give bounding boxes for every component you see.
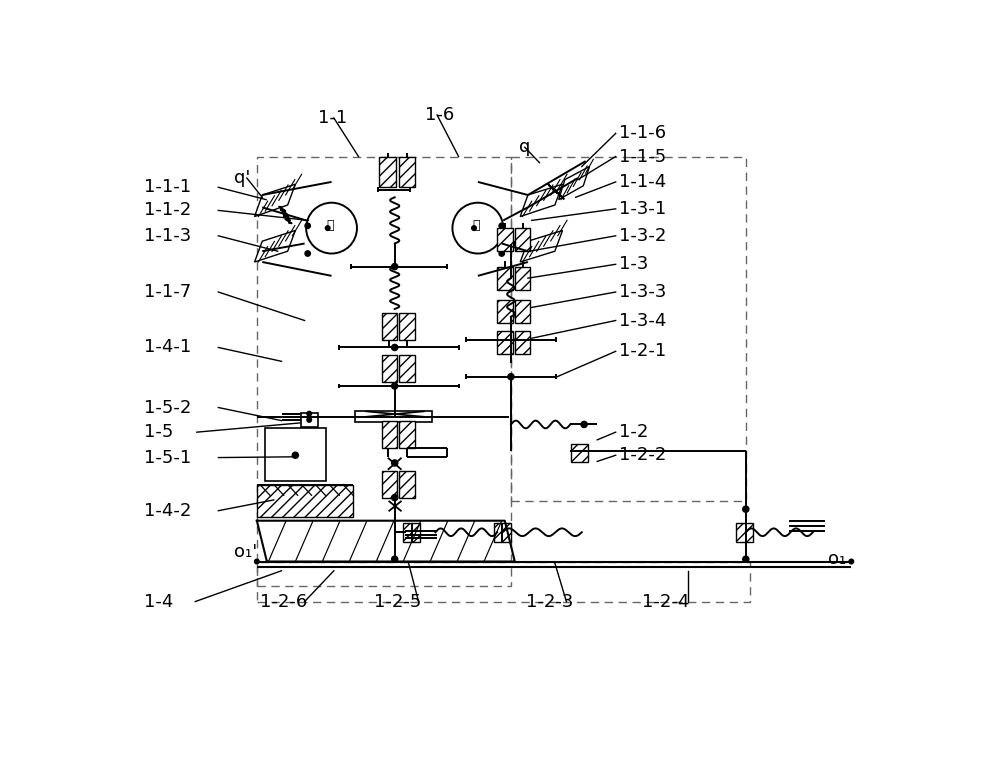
Text: 1-5: 1-5: [144, 423, 174, 441]
Text: 1-6: 1-6: [425, 106, 454, 124]
Circle shape: [307, 418, 312, 422]
Polygon shape: [520, 230, 563, 262]
Circle shape: [307, 412, 312, 416]
Text: 1-2-3: 1-2-3: [526, 593, 574, 611]
Text: 1-4: 1-4: [144, 593, 174, 611]
Polygon shape: [255, 230, 295, 262]
Circle shape: [508, 373, 514, 380]
Circle shape: [581, 448, 587, 454]
Text: 1-1-1: 1-1-1: [144, 178, 192, 196]
Bar: [497, 331, 512, 354]
Text: 1-4-1: 1-4-1: [144, 338, 192, 356]
Text: 1-2-4: 1-2-4: [642, 593, 689, 611]
Bar: [257, 562, 750, 601]
Text: 1-2-6: 1-2-6: [260, 593, 307, 611]
Text: 1-2: 1-2: [619, 423, 648, 441]
Bar: [497, 228, 512, 251]
Circle shape: [255, 559, 259, 564]
Text: 1-1-3: 1-1-3: [144, 227, 192, 245]
Bar: [515, 228, 530, 251]
Circle shape: [581, 422, 587, 428]
Bar: [382, 356, 397, 382]
Bar: [382, 421, 397, 447]
Text: 1-1-6: 1-1-6: [619, 124, 666, 142]
Text: 1-2-5: 1-2-5: [374, 593, 421, 611]
Text: ⛔: ⛔: [473, 219, 480, 233]
Bar: [399, 313, 415, 340]
Circle shape: [510, 241, 515, 246]
Text: o₁': o₁': [234, 543, 257, 561]
Polygon shape: [255, 184, 295, 216]
Bar: [494, 523, 511, 541]
Text: 1-3-2: 1-3-2: [619, 227, 666, 245]
Circle shape: [392, 460, 398, 466]
Text: 1-1-7: 1-1-7: [144, 283, 192, 301]
Text: 1-3-1: 1-3-1: [619, 200, 666, 218]
Circle shape: [325, 226, 330, 230]
Bar: [515, 267, 530, 289]
Text: 1-1-4: 1-1-4: [619, 173, 666, 191]
Text: 1-1-5: 1-1-5: [619, 148, 666, 166]
Bar: [736, 523, 753, 541]
Circle shape: [508, 337, 514, 343]
Circle shape: [743, 506, 749, 512]
Bar: [571, 443, 588, 462]
Text: ⛔: ⛔: [326, 219, 334, 233]
Bar: [379, 156, 396, 187]
Bar: [497, 300, 512, 323]
Text: 1-1: 1-1: [318, 109, 348, 127]
Circle shape: [392, 495, 398, 501]
Bar: [511, 156, 746, 502]
Text: 1-3-4: 1-3-4: [619, 311, 666, 330]
Circle shape: [499, 251, 504, 256]
Circle shape: [743, 556, 749, 562]
Text: 1-1-2: 1-1-2: [144, 202, 192, 219]
Bar: [515, 300, 530, 323]
Bar: [399, 421, 415, 447]
Text: 1-3-3: 1-3-3: [619, 283, 666, 301]
Text: 1-3: 1-3: [619, 255, 648, 273]
Text: 1-4-2: 1-4-2: [144, 502, 192, 520]
Bar: [265, 429, 326, 481]
Bar: [257, 485, 353, 517]
Bar: [399, 471, 415, 498]
Bar: [257, 156, 511, 586]
Circle shape: [292, 452, 298, 458]
Bar: [355, 412, 432, 422]
Circle shape: [305, 251, 310, 256]
Bar: [399, 356, 415, 382]
Bar: [497, 267, 512, 289]
Text: 1-5-1: 1-5-1: [144, 449, 192, 467]
Text: 1-5-2: 1-5-2: [144, 398, 192, 416]
Circle shape: [508, 314, 514, 320]
Circle shape: [392, 264, 398, 270]
Text: q': q': [234, 169, 250, 187]
Text: o₁: o₁: [828, 550, 846, 568]
Bar: [403, 523, 420, 541]
Circle shape: [305, 223, 310, 229]
Circle shape: [472, 226, 476, 230]
Bar: [515, 331, 530, 354]
Circle shape: [392, 345, 398, 351]
Circle shape: [499, 223, 504, 229]
Polygon shape: [520, 184, 563, 216]
Circle shape: [392, 556, 398, 562]
Text: 1-2-1: 1-2-1: [619, 342, 666, 360]
Circle shape: [392, 383, 398, 389]
Bar: [382, 313, 397, 340]
Bar: [382, 471, 397, 498]
Polygon shape: [559, 166, 590, 200]
Text: q: q: [519, 138, 530, 156]
Bar: [399, 156, 415, 187]
Bar: [301, 413, 318, 427]
Circle shape: [849, 559, 854, 564]
Text: 1-2-2: 1-2-2: [619, 447, 666, 464]
